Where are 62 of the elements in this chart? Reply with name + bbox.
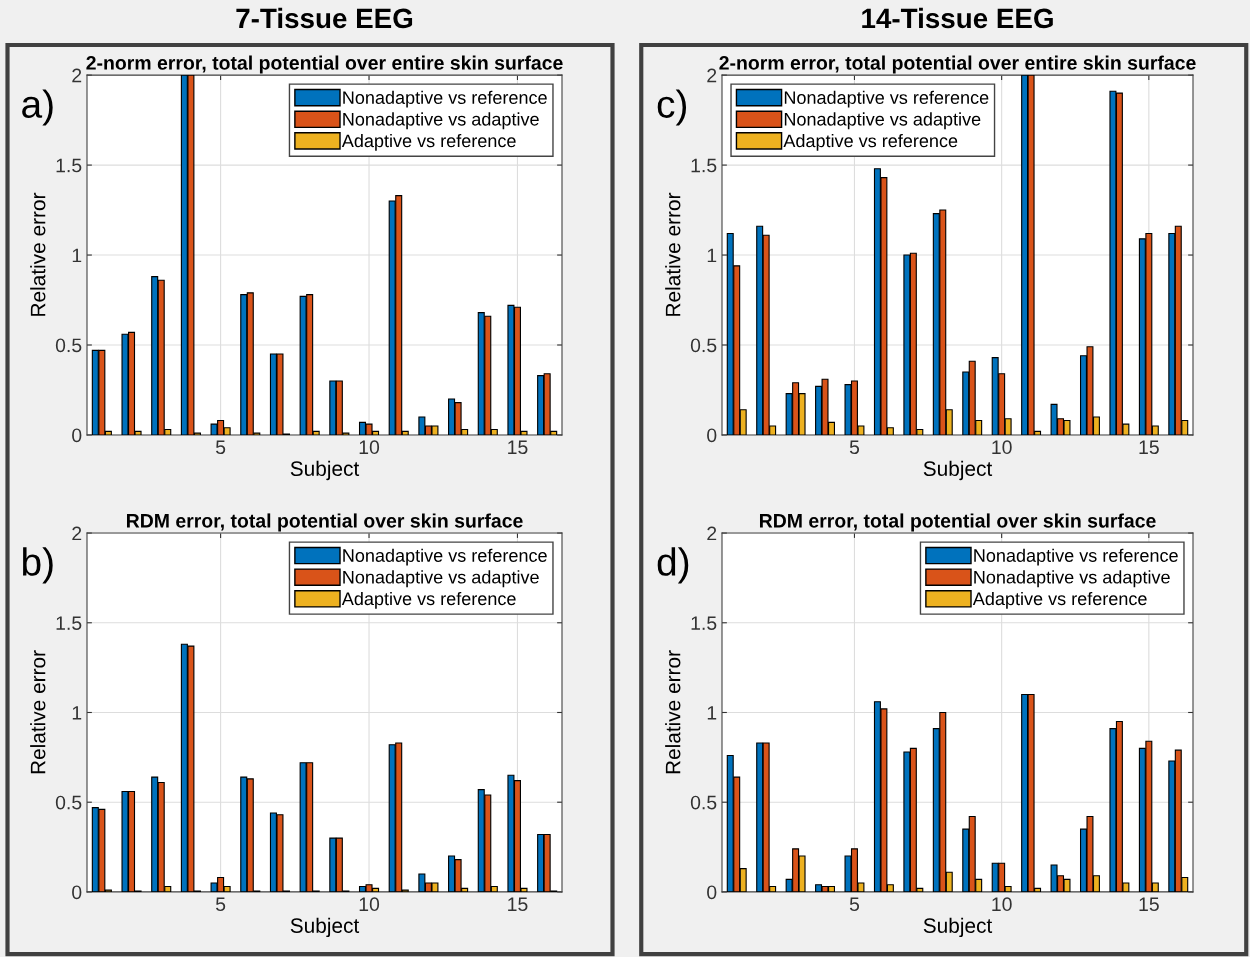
y-tick-label: 0.5	[55, 795, 82, 810]
x-axis-title: Subject	[290, 460, 360, 481]
y-tick-label: 0	[707, 885, 717, 900]
y-tick-label: 2	[72, 68, 82, 83]
y-axis-title: Relative error	[665, 192, 681, 316]
x-tick-label: 5	[849, 440, 860, 455]
y-axis-title: Relative error	[665, 650, 681, 774]
x-axis-title: Subject	[290, 917, 360, 938]
y-tick-label: 0	[707, 428, 717, 443]
legend-label: Adaptive vs reference	[972, 591, 1147, 609]
legend-label: Nonadaptive vs adaptive	[784, 112, 981, 130]
text: d)	[657, 547, 689, 584]
chart-title: RDM error, total potential over skin surface	[126, 513, 523, 532]
x-tick-label: 15	[508, 897, 528, 912]
y-tick-label: 1	[707, 706, 717, 720]
legend-label: Adaptive vs reference	[783, 133, 958, 151]
x-tick-label: 10	[992, 897, 1012, 912]
text: c)	[657, 89, 687, 126]
y-axis-title: Relative error	[30, 650, 46, 774]
x-tick-label: 10	[359, 897, 380, 912]
y-tick-label: 0	[72, 428, 82, 443]
y-tick-label: 1.5	[56, 158, 82, 173]
legend-label: Nonadaptive vs reference	[974, 548, 1178, 566]
x-tick-label: 5	[215, 897, 226, 912]
x-tick-label: 15	[1139, 440, 1159, 455]
legend-label: Adaptive vs reference	[341, 591, 516, 609]
x-tick-label: 15	[508, 440, 528, 455]
chart-title: 2-norm error, total potential over entire skin surface	[719, 55, 1196, 74]
legend-label: Nonadaptive vs reference	[784, 90, 989, 108]
y-tick-label: 2	[707, 526, 717, 541]
chart-title: 2-norm error, total potential over entire skin surface	[86, 55, 563, 74]
text: 7-Tissue EEG	[236, 7, 413, 29]
legend-label: Nonadaptive vs adaptive	[343, 112, 539, 130]
x-tick-label: 15	[1139, 897, 1159, 912]
legend-label: Nonadaptive vs adaptive	[974, 570, 1170, 588]
chart-title: RDM error, total potential over skin surface	[759, 513, 1156, 532]
y-tick-label: 0.5	[55, 338, 82, 353]
x-axis-title: Subject	[923, 917, 993, 938]
text: a)	[22, 89, 53, 126]
y-tick-label: 1	[72, 706, 82, 720]
y-tick-label: 1.5	[56, 616, 82, 630]
y-tick-label: 2	[707, 68, 717, 83]
y-axis-title: Relative error	[30, 192, 46, 316]
text: b)	[23, 547, 53, 584]
y-tick-label: 0.5	[690, 338, 717, 353]
legend-label: Nonadaptive vs reference	[343, 90, 547, 108]
legend-label: Nonadaptive vs reference	[343, 548, 547, 566]
y-tick-label: 1.5	[691, 616, 717, 630]
text: 14-Tissue EEG	[862, 7, 1053, 29]
y-tick-label: 1	[72, 248, 82, 263]
y-tick-label: 0.5	[690, 795, 717, 810]
x-tick-label: 5	[215, 440, 226, 455]
legend-label: Nonadaptive vs adaptive	[343, 570, 539, 588]
y-tick-label: 1	[707, 248, 717, 263]
x-axis-title: Subject	[923, 460, 993, 481]
legend-label: Adaptive vs reference	[341, 133, 516, 151]
x-tick-label: 10	[359, 440, 380, 455]
x-tick-label: 10	[992, 440, 1012, 455]
x-tick-label: 5	[849, 897, 860, 912]
y-tick-label: 0	[72, 885, 82, 900]
y-tick-label: 2	[72, 526, 82, 541]
y-tick-label: 1.5	[691, 158, 717, 173]
